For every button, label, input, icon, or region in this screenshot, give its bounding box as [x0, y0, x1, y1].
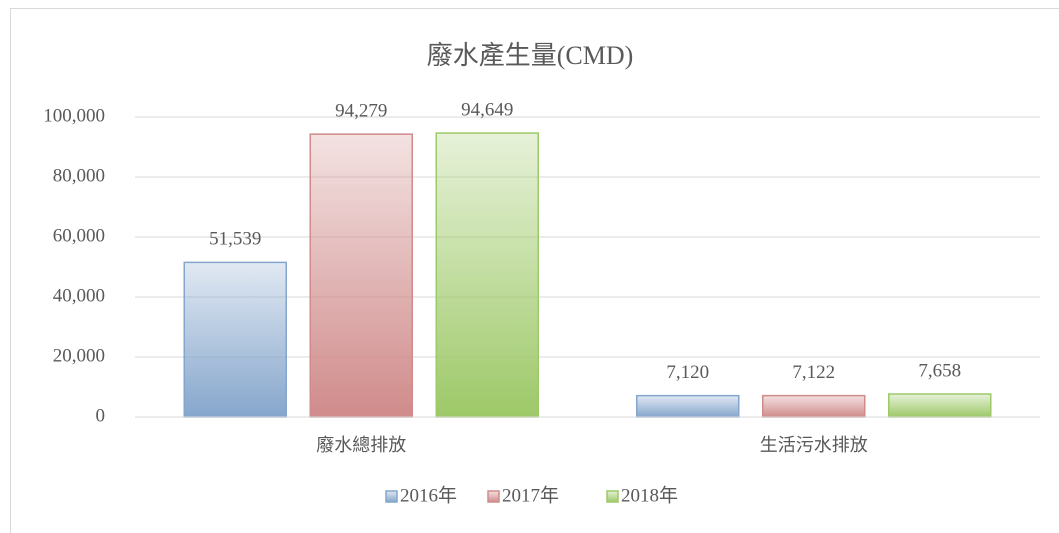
y-tick-label: 60,000 — [53, 225, 105, 246]
bar — [435, 132, 539, 418]
bar — [636, 394, 740, 418]
y-tick-label: 80,000 — [53, 165, 105, 186]
data-label: 7,120 — [666, 362, 709, 383]
bar — [183, 261, 287, 418]
legend-swatch — [487, 490, 500, 503]
legend-label: 2017年 — [502, 484, 559, 506]
legend-swatch — [606, 490, 619, 503]
y-tick-label: 100,000 — [43, 105, 105, 126]
chart-frame — [10, 8, 1059, 533]
bar — [888, 393, 992, 418]
data-label: 7,658 — [918, 360, 961, 381]
bar — [762, 394, 866, 418]
y-tick-label: 40,000 — [53, 285, 105, 306]
data-label: 7,122 — [792, 362, 835, 383]
x-tick-label: 廢水總排放 — [316, 435, 406, 456]
legend-label: 2018年 — [621, 484, 678, 506]
x-tick-label: 生活污水排放 — [760, 435, 868, 456]
chart-title: 廢水產生量(CMD) — [427, 41, 634, 70]
bar — [309, 133, 413, 418]
data-label: 51,539 — [209, 229, 261, 250]
data-label: 94,649 — [461, 99, 513, 120]
y-tick-label: 0 — [96, 405, 106, 426]
legend-label: 2016年 — [400, 484, 457, 506]
legend-swatch — [385, 490, 398, 503]
y-tick-label: 20,000 — [53, 345, 105, 366]
data-label: 94,279 — [335, 101, 387, 122]
